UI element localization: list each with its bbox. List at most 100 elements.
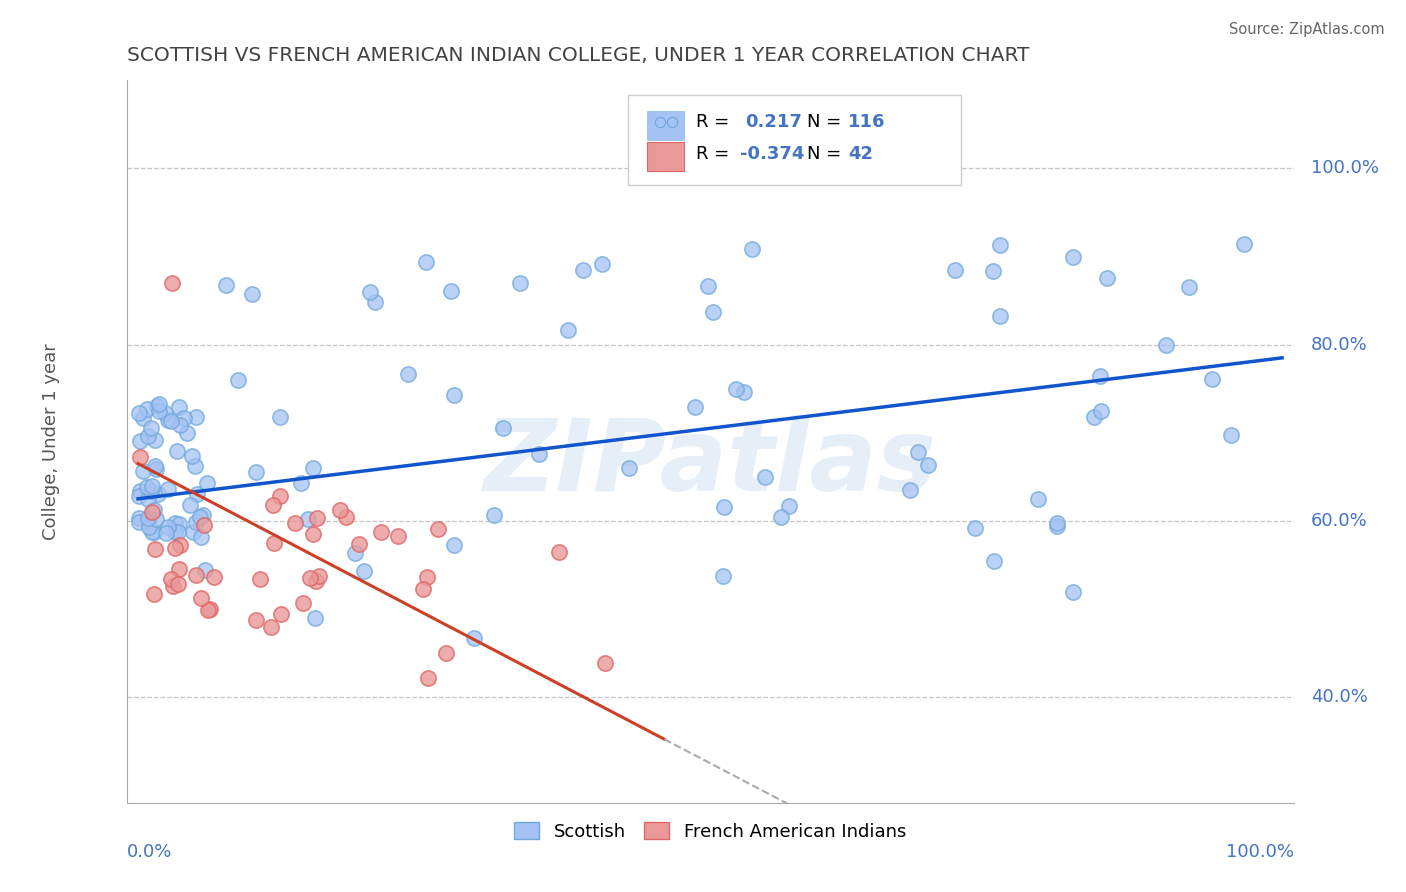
Point: [169, 538, 191, 552]
Point: [353, 565, 375, 579]
Point: [443, 388, 465, 402]
Point: [443, 538, 465, 552]
FancyBboxPatch shape: [647, 143, 685, 171]
Point: [145, 542, 167, 557]
Point: [702, 304, 724, 318]
Point: [190, 530, 212, 544]
Point: [415, 255, 437, 269]
Point: [988, 309, 1011, 323]
Point: [301, 526, 323, 541]
Point: [240, 286, 263, 301]
Point: [416, 570, 439, 584]
Point: [141, 484, 163, 499]
Point: [387, 528, 409, 542]
Point: [167, 517, 190, 532]
Point: [136, 429, 159, 443]
Point: [370, 524, 392, 539]
Point: [591, 257, 613, 271]
FancyBboxPatch shape: [628, 95, 960, 185]
Point: [200, 602, 222, 616]
Point: [685, 400, 707, 414]
Point: [156, 413, 179, 427]
Point: [160, 414, 183, 428]
Point: [145, 461, 167, 475]
Point: [733, 384, 755, 399]
Point: [335, 509, 357, 524]
Point: [440, 284, 463, 298]
Point: [270, 607, 292, 621]
Point: [359, 285, 381, 299]
Point: [1046, 516, 1069, 530]
Point: [166, 444, 188, 458]
Point: [396, 367, 419, 381]
Point: [1095, 270, 1118, 285]
Point: [416, 671, 439, 685]
Point: [169, 562, 191, 576]
Point: [155, 525, 177, 540]
Point: [917, 458, 939, 473]
Point: [305, 511, 328, 525]
Point: [741, 243, 763, 257]
Point: [190, 591, 212, 605]
Point: [141, 421, 163, 435]
Point: [138, 520, 160, 534]
Point: [329, 503, 352, 517]
Point: [202, 570, 225, 584]
Point: [907, 445, 929, 459]
Point: [527, 447, 550, 461]
Point: [194, 563, 217, 577]
Point: [305, 574, 328, 588]
Point: [1026, 492, 1049, 507]
Point: [364, 295, 387, 310]
Point: [141, 505, 163, 519]
Point: [128, 406, 150, 420]
Point: [128, 515, 150, 529]
Point: [148, 487, 170, 501]
Point: [263, 536, 285, 550]
Point: [165, 541, 187, 555]
Point: [176, 425, 198, 440]
Point: [157, 519, 180, 533]
Point: [1201, 372, 1223, 386]
Point: [132, 411, 155, 425]
Point: [1062, 250, 1084, 264]
Point: [291, 596, 314, 610]
Point: [297, 512, 319, 526]
Point: [143, 587, 166, 601]
Point: [184, 515, 207, 529]
Point: [412, 582, 434, 596]
Point: [304, 611, 326, 625]
Point: [492, 421, 515, 435]
Text: N =: N =: [807, 113, 841, 131]
Text: 0.217: 0.217: [745, 113, 801, 131]
Point: [136, 492, 159, 507]
Point: [129, 484, 152, 499]
Point: [184, 459, 207, 474]
Point: [188, 510, 211, 524]
Point: [148, 397, 170, 411]
Point: [129, 450, 152, 465]
Point: [173, 410, 195, 425]
Point: [988, 237, 1011, 252]
Point: [1062, 585, 1084, 599]
FancyBboxPatch shape: [647, 111, 685, 139]
Point: [141, 478, 163, 492]
Point: [132, 464, 155, 478]
Point: [1090, 368, 1112, 383]
Text: SCOTTISH VS FRENCH AMERICAN INDIAN COLLEGE, UNDER 1 YEAR CORRELATION CHART: SCOTTISH VS FRENCH AMERICAN INDIAN COLLE…: [127, 45, 1029, 65]
Point: [159, 572, 181, 586]
Text: 60.0%: 60.0%: [1310, 512, 1368, 530]
Point: [245, 613, 267, 627]
Text: Source: ZipAtlas.com: Source: ZipAtlas.com: [1229, 22, 1385, 37]
Point: [770, 510, 793, 524]
Point: [778, 499, 800, 513]
Point: [436, 646, 458, 660]
Point: [943, 262, 966, 277]
Point: [557, 323, 579, 337]
Point: [129, 434, 152, 448]
Point: [143, 525, 166, 540]
Point: [193, 517, 215, 532]
Point: [661, 212, 683, 227]
Point: [215, 278, 238, 293]
Point: [509, 277, 531, 291]
